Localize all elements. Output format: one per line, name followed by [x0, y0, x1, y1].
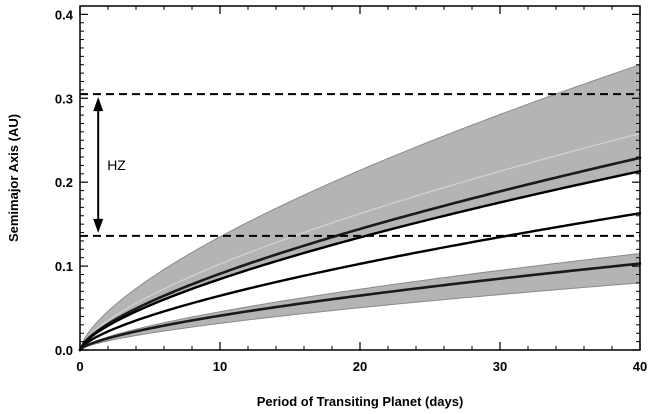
plot-area [79, 64, 641, 351]
x-tick-label: 10 [213, 359, 227, 374]
hz-arrow-head-up [93, 97, 104, 112]
curve-4 [78, 262, 642, 352]
hz-arrow-head-down [93, 218, 104, 233]
y-tick-label: 0.1 [55, 259, 73, 274]
x-tick-label: 40 [633, 359, 647, 374]
y-tick-label: 0.0 [55, 343, 73, 358]
x-tick-label: 30 [493, 359, 507, 374]
y-tick-label: 0.4 [55, 7, 74, 22]
plot-marks: HZ [78, 93, 642, 352]
x-tick-label: 20 [353, 359, 367, 374]
axis-ticks: 0 10 20 30 40 0.0 0.1 0.2 0.3 0.4 [55, 6, 647, 374]
x-axis-label: Period of Transiting Planet (days) [257, 394, 464, 409]
lower-band [79, 252, 641, 351]
curve-3 [78, 212, 642, 352]
y-axis-label: Semimajor Axis (AU) [6, 114, 21, 242]
curve-2 [78, 170, 642, 352]
y-tick-label: 0.3 [55, 91, 73, 106]
curve-1 [78, 156, 642, 352]
hz-label: HZ [107, 157, 126, 173]
y-tick-label: 0.2 [55, 175, 73, 190]
upper-band-center [79, 132, 641, 351]
x-tick-label: 0 [76, 359, 83, 374]
